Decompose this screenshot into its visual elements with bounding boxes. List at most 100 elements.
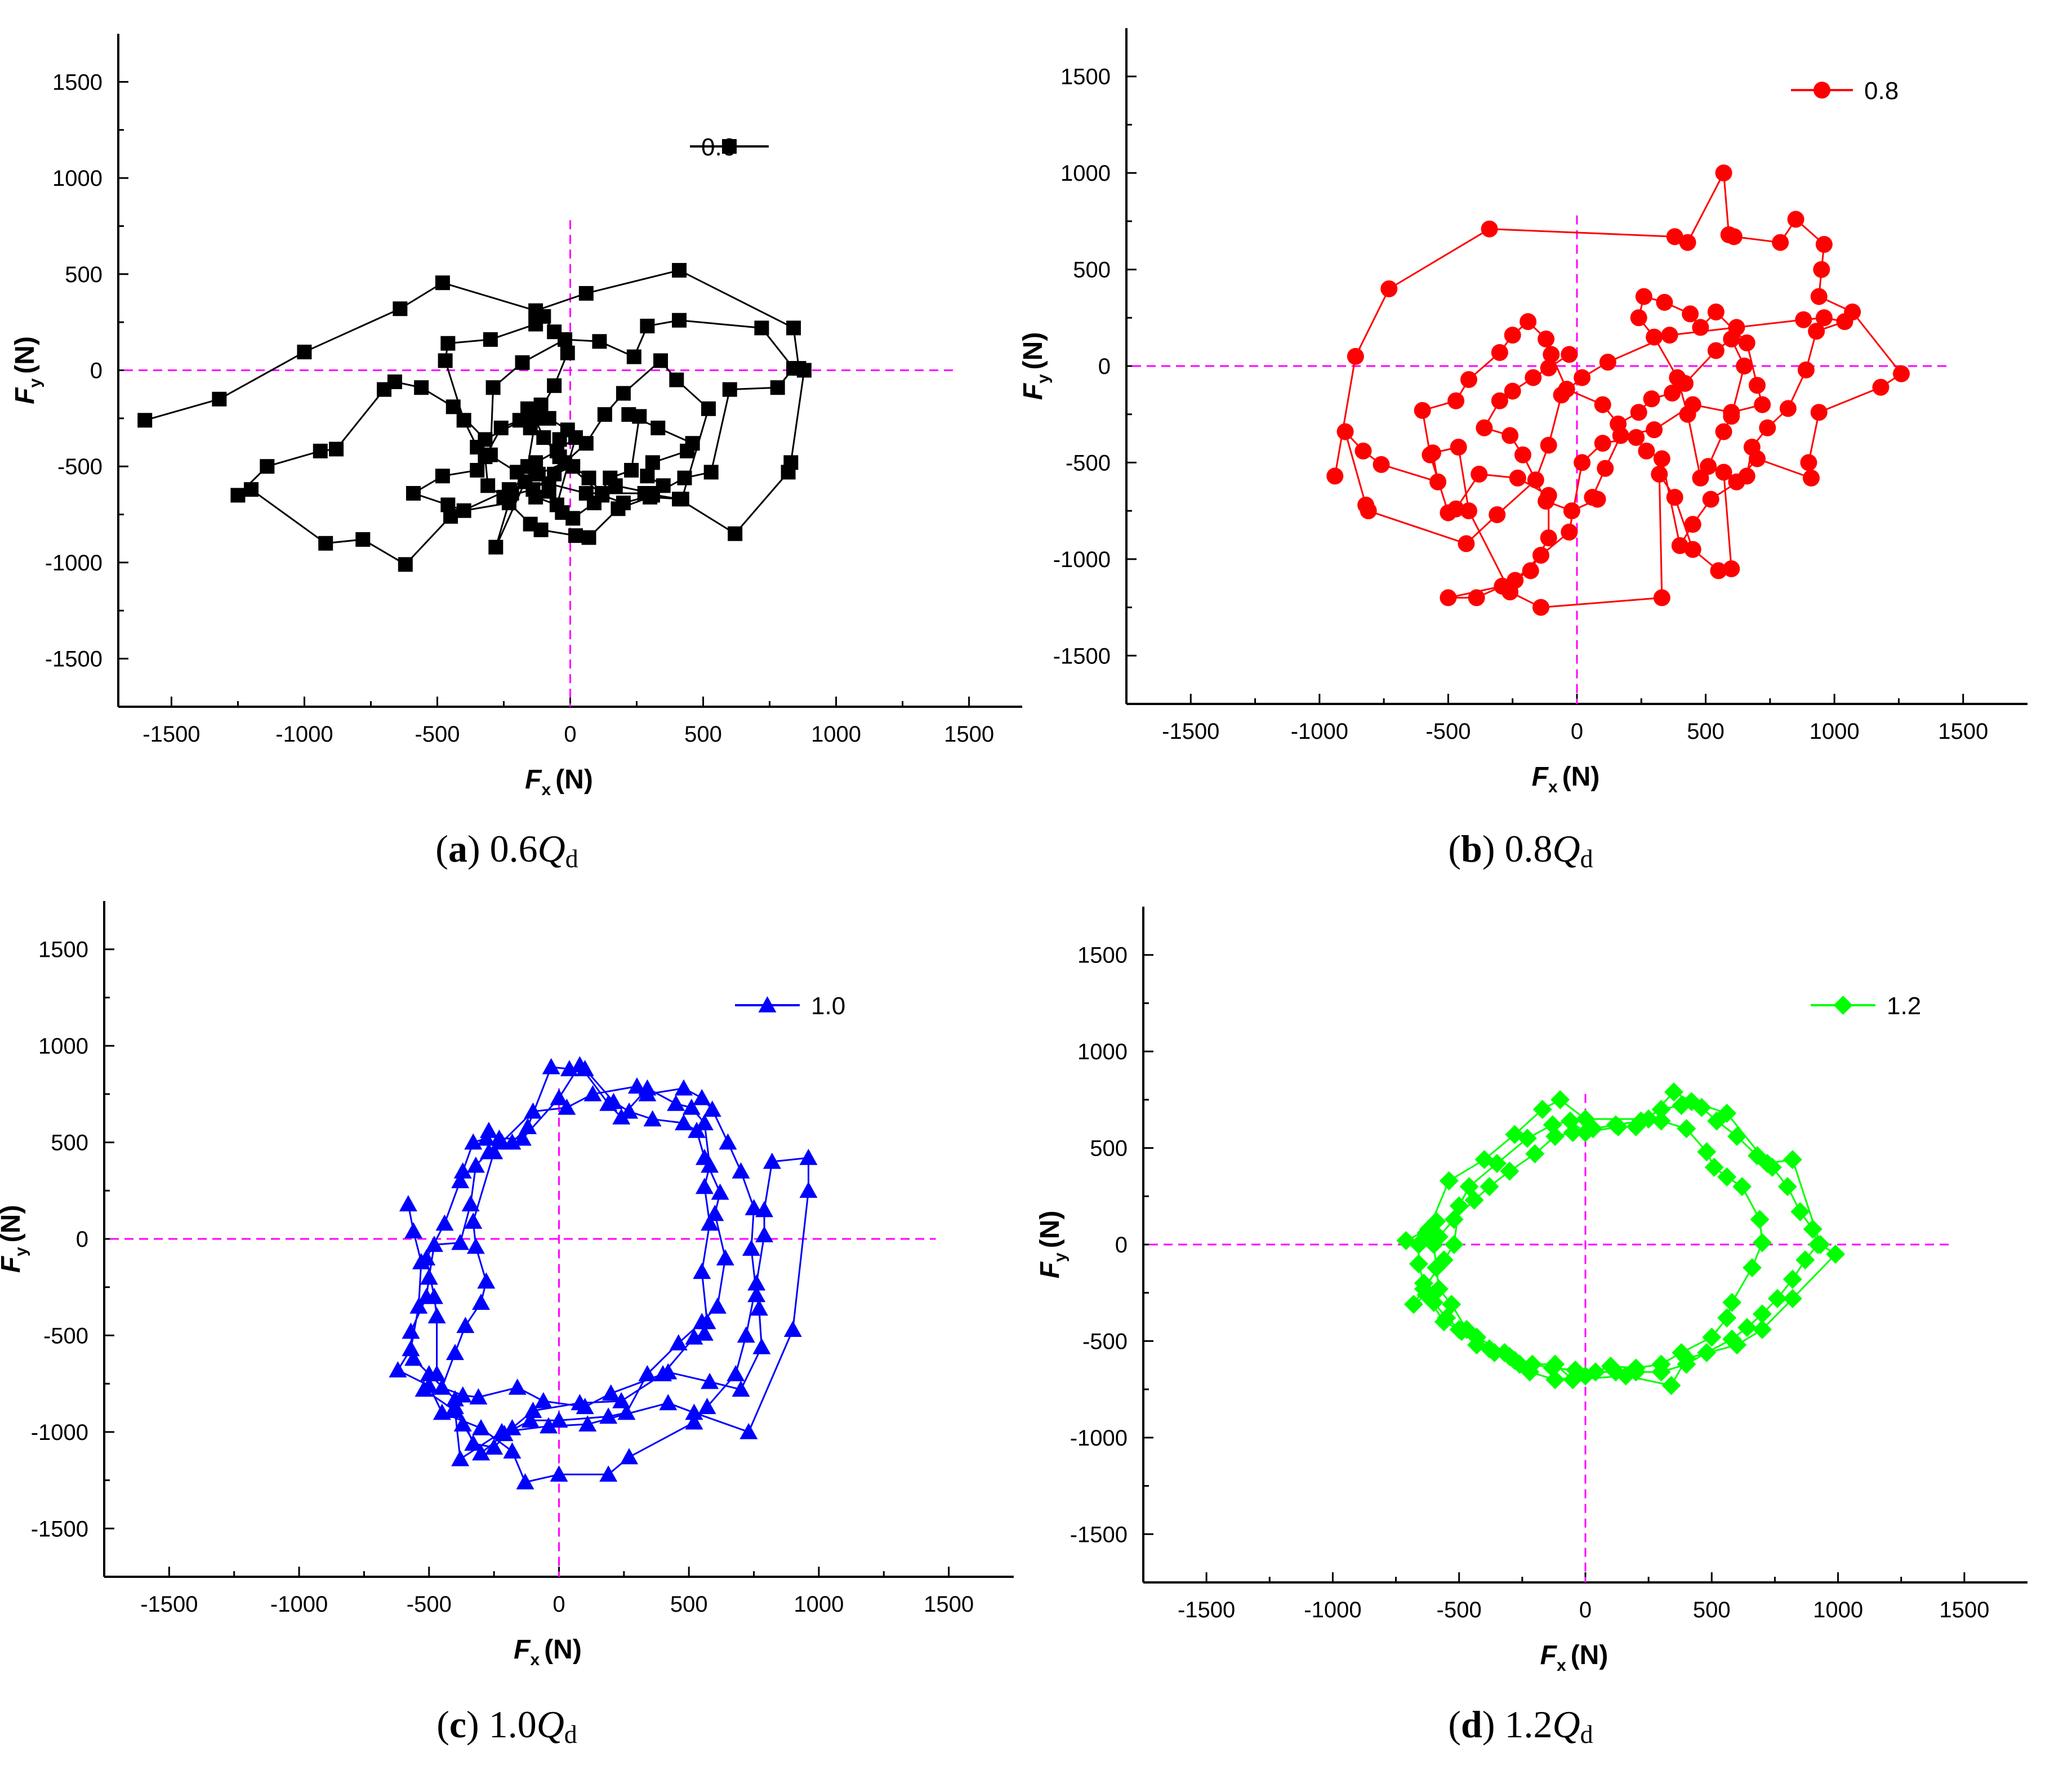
data-point (1748, 1146, 1767, 1166)
panel-caption-letter: a (448, 827, 467, 870)
data-point (578, 1415, 597, 1431)
data-point (1702, 490, 1719, 508)
data-point (406, 486, 421, 501)
y-tick-label: -1000 (1070, 1426, 1128, 1451)
data-point (493, 420, 509, 435)
data-point (483, 332, 498, 347)
y-axis-title-subscript: y (1051, 1252, 1070, 1262)
data-point (1803, 1219, 1823, 1239)
data-point (541, 411, 556, 426)
data-point (1797, 361, 1815, 378)
x-axis-title-subscript: x (542, 781, 551, 799)
data-point (479, 1122, 498, 1138)
y-axis-title: Fy (N) (1035, 1211, 1070, 1279)
data-point (472, 1444, 491, 1461)
data-point (1336, 423, 1354, 440)
data-point (640, 318, 655, 333)
data-point (1672, 1096, 1691, 1116)
data-point (1532, 599, 1549, 616)
data-point (1550, 1090, 1570, 1109)
data-point (770, 380, 785, 395)
data-point (599, 1465, 618, 1482)
data-point (1717, 1167, 1737, 1187)
data-point (1585, 1362, 1605, 1382)
data-point (1795, 311, 1812, 328)
x-tick-label: 0 (1579, 1598, 1592, 1622)
data-point (1447, 392, 1465, 409)
data-point (650, 420, 666, 435)
y-tick-label: -500 (1082, 1329, 1128, 1354)
data-point (1543, 346, 1560, 363)
data-point (703, 1100, 721, 1117)
data-point (669, 372, 684, 387)
data-point (1561, 346, 1578, 363)
data-point (682, 1098, 701, 1115)
legend-marker (758, 996, 777, 1013)
data-point (1630, 404, 1647, 421)
data-point (393, 301, 408, 316)
data-point (550, 1465, 568, 1482)
data-point (536, 430, 551, 445)
data-point (1750, 1210, 1770, 1229)
data-point (466, 1156, 485, 1173)
data-point (550, 1089, 568, 1105)
data-point (1722, 1292, 1742, 1312)
data-point (1563, 502, 1580, 520)
y-tick-label: 500 (1073, 258, 1111, 283)
data-point (1790, 1202, 1810, 1221)
data-point (1651, 1362, 1671, 1382)
data-point (1525, 369, 1542, 386)
data-point (402, 1322, 420, 1339)
data-point (1717, 1308, 1737, 1328)
x-axis-title: Fx (N) (1540, 1640, 1608, 1675)
x-tick-label: 500 (1693, 1598, 1731, 1622)
data-point (420, 1365, 438, 1381)
data-point (1538, 493, 1555, 510)
x-axis-title-symbol: F (525, 765, 542, 795)
panel-caption-symbol: Q (1553, 827, 1580, 870)
data-point (612, 1392, 631, 1408)
data-point (451, 1172, 470, 1188)
data-point (244, 482, 259, 497)
data-point (701, 1372, 719, 1389)
data-point (503, 1442, 522, 1459)
data-point (1538, 331, 1555, 347)
data-point (1481, 220, 1498, 238)
data-point (425, 1236, 444, 1252)
data-point (1416, 1223, 1436, 1243)
data-point (638, 1365, 657, 1381)
y-axis-title-subscript: y (26, 378, 44, 388)
data-point (747, 1274, 766, 1291)
data-point (1813, 261, 1830, 278)
x-tick-label: -1000 (275, 722, 333, 747)
data-point (583, 1085, 602, 1101)
y-tick-label: -1000 (1053, 547, 1111, 572)
data-point (1504, 327, 1521, 344)
y-tick-label: 1000 (38, 1034, 88, 1059)
data-point (1646, 421, 1663, 439)
x-axis-title-unit: (N) (544, 1635, 582, 1665)
data-point (1872, 378, 1890, 396)
data-point (399, 1195, 417, 1212)
x-axis-title: Fx (N) (1532, 762, 1600, 796)
data-point (451, 1233, 470, 1250)
data-point (685, 1328, 703, 1345)
data-point (1525, 1144, 1545, 1163)
data-point (461, 1195, 480, 1212)
data-point (1722, 1330, 1742, 1349)
x-axis-title-symbol: F (1532, 762, 1549, 792)
data-point (727, 1365, 745, 1381)
data-point (1414, 1273, 1433, 1293)
y-tick-label: -1500 (1070, 1522, 1128, 1547)
data-point (1522, 562, 1539, 579)
data-point (1767, 1289, 1787, 1308)
data-point (786, 361, 801, 376)
panel-caption-subscript: d (1580, 1720, 1593, 1749)
data-point (415, 1380, 433, 1397)
data-point (1738, 334, 1755, 351)
x-axis-title: Fx (N) (514, 1635, 582, 1669)
data-point (1772, 234, 1789, 251)
data-point (1810, 404, 1828, 421)
data-point (1458, 535, 1475, 552)
data-point (1507, 572, 1524, 589)
